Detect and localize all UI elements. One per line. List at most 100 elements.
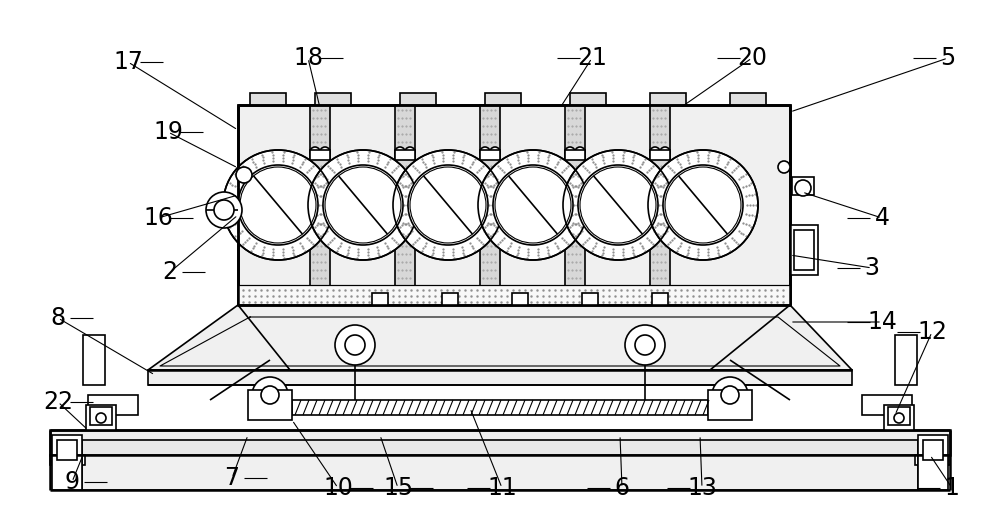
Text: 7: 7: [224, 466, 240, 490]
Bar: [395, 150, 415, 160]
Bar: [310, 105, 330, 305]
Circle shape: [320, 147, 330, 157]
Circle shape: [238, 165, 318, 245]
Circle shape: [405, 147, 415, 157]
Text: 14: 14: [867, 310, 897, 334]
Circle shape: [96, 413, 106, 423]
Bar: [442, 293, 458, 305]
Circle shape: [345, 335, 365, 355]
Bar: [485, 93, 521, 105]
Bar: [923, 440, 943, 460]
Circle shape: [308, 150, 418, 260]
Bar: [650, 150, 670, 160]
Text: 8: 8: [50, 306, 66, 330]
Bar: [395, 105, 415, 305]
Text: 9: 9: [64, 470, 80, 494]
Text: 16: 16: [143, 206, 173, 230]
Circle shape: [894, 413, 904, 423]
Bar: [86, 405, 116, 430]
Bar: [650, 93, 686, 105]
Bar: [918, 435, 948, 465]
Bar: [400, 93, 436, 105]
Bar: [650, 105, 670, 305]
Circle shape: [252, 377, 288, 413]
Text: 19: 19: [153, 120, 183, 144]
Bar: [862, 395, 912, 415]
Bar: [652, 293, 668, 305]
Text: 22: 22: [43, 390, 73, 414]
Bar: [512, 293, 528, 305]
Bar: [82, 455, 918, 490]
Circle shape: [335, 325, 375, 365]
Text: 21: 21: [577, 46, 607, 70]
Bar: [480, 105, 500, 305]
Bar: [292, 400, 708, 415]
Circle shape: [206, 192, 242, 228]
Bar: [315, 93, 351, 105]
Bar: [570, 93, 606, 105]
Circle shape: [648, 150, 758, 260]
Text: 5: 5: [940, 46, 956, 70]
Circle shape: [323, 165, 403, 245]
Circle shape: [660, 147, 670, 157]
Circle shape: [395, 147, 405, 157]
Text: 4: 4: [874, 206, 890, 230]
Bar: [792, 177, 814, 195]
Bar: [480, 150, 500, 160]
Text: 6: 6: [614, 476, 630, 500]
Bar: [52, 455, 82, 490]
Bar: [565, 105, 585, 305]
Bar: [57, 440, 77, 460]
Bar: [250, 93, 286, 105]
Circle shape: [635, 335, 655, 355]
Bar: [238, 285, 790, 305]
Circle shape: [625, 325, 665, 365]
Bar: [582, 293, 598, 305]
Bar: [918, 455, 948, 490]
Text: 3: 3: [864, 256, 880, 280]
Circle shape: [712, 377, 748, 413]
Text: 10: 10: [323, 476, 353, 500]
Bar: [50, 430, 950, 455]
Bar: [794, 230, 814, 270]
Bar: [895, 335, 917, 385]
Circle shape: [565, 147, 575, 157]
Text: 15: 15: [383, 476, 413, 500]
Circle shape: [663, 165, 743, 245]
Circle shape: [393, 150, 503, 260]
Circle shape: [490, 147, 500, 157]
Circle shape: [223, 150, 333, 260]
Bar: [248, 390, 292, 420]
Text: 2: 2: [162, 260, 178, 284]
Circle shape: [408, 165, 488, 245]
Bar: [790, 225, 818, 275]
Circle shape: [480, 147, 490, 157]
Bar: [915, 455, 950, 465]
Bar: [730, 93, 766, 105]
Text: 18: 18: [293, 46, 323, 70]
Circle shape: [721, 386, 739, 404]
Circle shape: [778, 161, 790, 173]
Circle shape: [214, 200, 234, 220]
Text: 20: 20: [737, 46, 767, 70]
Text: 12: 12: [917, 320, 947, 344]
Text: 1: 1: [945, 476, 959, 500]
Circle shape: [310, 147, 320, 157]
Text: 13: 13: [687, 476, 717, 500]
Bar: [708, 390, 752, 420]
Bar: [90, 407, 112, 425]
Polygon shape: [148, 305, 852, 370]
Bar: [310, 150, 330, 160]
Bar: [50, 455, 85, 465]
Circle shape: [261, 386, 279, 404]
Circle shape: [563, 150, 673, 260]
Bar: [565, 150, 585, 160]
Circle shape: [478, 150, 588, 260]
Bar: [148, 370, 852, 385]
Text: 11: 11: [487, 476, 517, 500]
Circle shape: [578, 165, 658, 245]
Bar: [238, 105, 790, 305]
Circle shape: [650, 147, 660, 157]
Bar: [52, 435, 82, 465]
Circle shape: [236, 167, 252, 183]
